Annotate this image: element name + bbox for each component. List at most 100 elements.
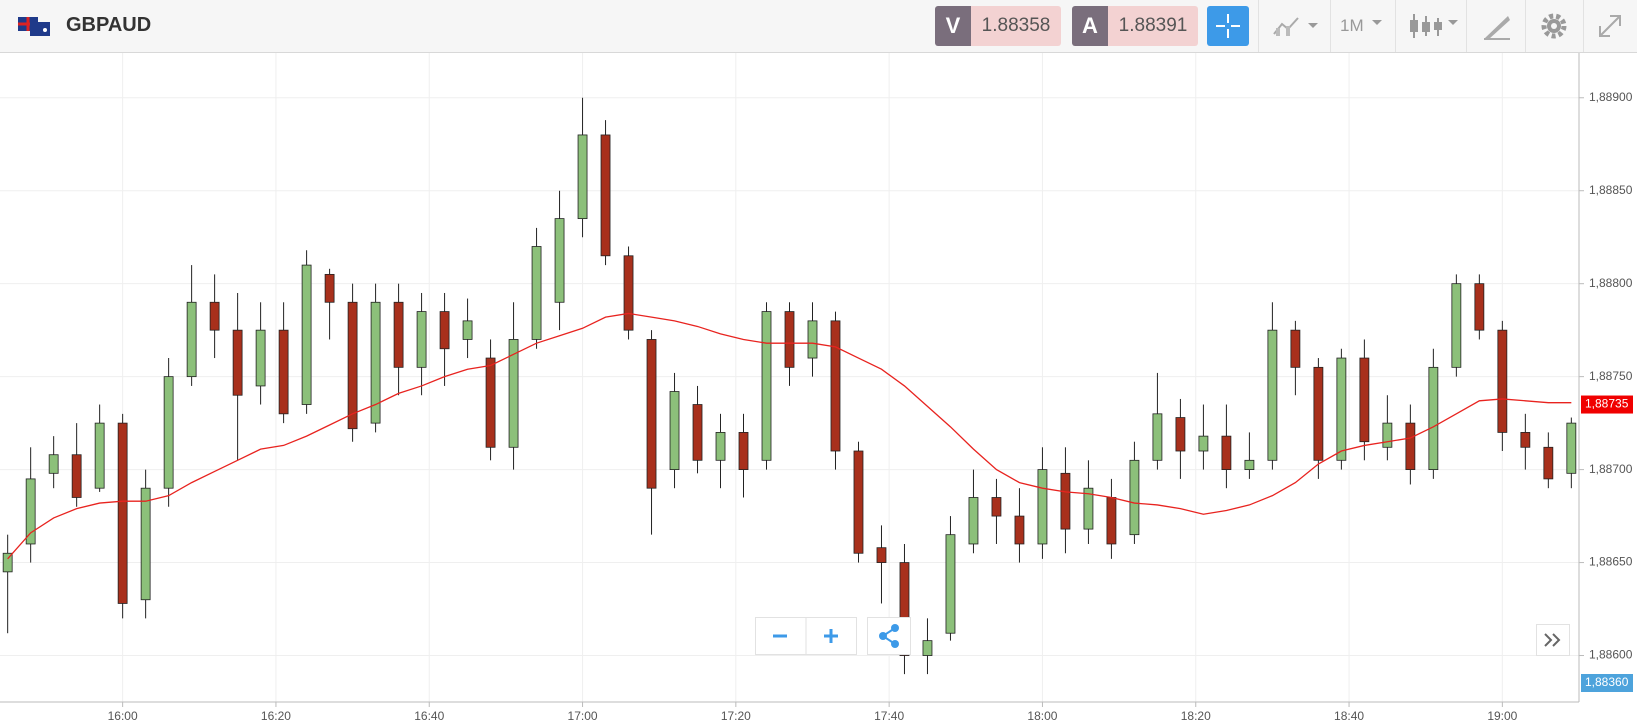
candle-body	[968, 497, 979, 545]
candle-body	[255, 329, 266, 387]
y-tick-label: 1,88600	[1589, 648, 1633, 662]
candle-body	[1451, 283, 1462, 368]
moving-average-line	[7, 312, 1572, 560]
candle-body	[1290, 329, 1301, 368]
x-tick-label: 19:00	[1487, 709, 1517, 723]
candle-body	[1520, 432, 1531, 448]
candle-body	[1244, 459, 1255, 471]
settings-button[interactable]	[1540, 12, 1568, 40]
y-tick-label: 1,88700	[1589, 462, 1633, 476]
candle-body	[1474, 283, 1485, 331]
fullscreen-button[interactable]	[1596, 12, 1624, 40]
bid-label[interactable]: V	[935, 6, 971, 46]
candle-body	[163, 376, 174, 489]
x-tick-label: 17:20	[721, 709, 751, 723]
flag-icon	[18, 17, 50, 36]
candle-body	[416, 311, 427, 368]
dropdown-arrow	[1372, 20, 1382, 25]
x-tick-label: 17:40	[874, 709, 904, 723]
candle-body	[2, 552, 13, 573]
y-tick-label: 1,88750	[1589, 369, 1633, 383]
x-tick-label: 16:20	[261, 709, 291, 723]
last-price-tag	[1581, 395, 1633, 414]
crosshair-button[interactable]	[1207, 6, 1249, 46]
candle-body	[278, 329, 289, 415]
candle-body	[324, 273, 335, 303]
x-tick-label: 16:40	[414, 709, 444, 723]
candle-body	[1060, 472, 1071, 530]
candle-body	[784, 311, 795, 368]
candle-body	[508, 339, 519, 448]
toolbar: GBPAUD V 1.88358 A 1.88391 1M	[0, 0, 1637, 53]
candle-body	[669, 391, 680, 471]
candle-body	[140, 487, 151, 601]
candle-body	[922, 640, 933, 656]
candle-body	[1129, 459, 1140, 536]
candle-body	[1336, 357, 1347, 461]
candle-body	[531, 246, 542, 340]
y-tick-label: 1,88800	[1589, 276, 1633, 290]
x-tick-label: 18:20	[1181, 709, 1211, 723]
candle-body	[462, 320, 473, 340]
candle-body	[439, 311, 450, 350]
candle-body	[600, 134, 611, 257]
candle-body	[1405, 422, 1416, 471]
candle-body	[991, 497, 1002, 517]
candle-body	[1267, 329, 1278, 461]
candle-body	[1428, 366, 1439, 471]
candle-body	[1221, 435, 1232, 471]
drawing-tools-button[interactable]	[1482, 12, 1512, 40]
candle-body	[186, 301, 197, 378]
candle-body	[807, 320, 818, 359]
candle-body	[1083, 487, 1094, 530]
y-tick-label: 1,88900	[1589, 90, 1633, 104]
x-tick-label: 18:40	[1334, 709, 1364, 723]
y-tick-label: 1,88850	[1589, 183, 1633, 197]
candle-body	[370, 301, 381, 424]
candle-body	[1382, 422, 1393, 448]
candle-body	[301, 264, 312, 405]
candle-body	[1198, 435, 1209, 452]
chart: 1,88900 1,88850 1,88800 1,88750 1,88700 1,886…	[0, 53, 1633, 723]
candle-body	[646, 339, 657, 489]
ask-price[interactable]: 1.88391	[1108, 6, 1198, 46]
candle-body	[853, 450, 864, 554]
timeframe-button[interactable]: 1M	[1340, 16, 1364, 35]
candle-body	[94, 422, 105, 489]
candle-body	[1175, 417, 1186, 452]
candle-body	[577, 134, 588, 220]
x-tick-label: 16:00	[108, 709, 138, 723]
candle-body	[1106, 497, 1117, 545]
share-button[interactable]	[867, 617, 911, 655]
candle-body	[1497, 329, 1508, 433]
candle-body	[1014, 515, 1025, 545]
bid-price-label: 1,88360	[1585, 675, 1629, 689]
candle-body	[393, 301, 404, 368]
bid-price[interactable]: 1.88358	[971, 6, 1061, 46]
symbol[interactable]: GBPAUD	[66, 14, 152, 36]
candle-body	[1359, 357, 1370, 443]
candle-body	[209, 301, 220, 331]
ask-label[interactable]: A	[1072, 6, 1108, 46]
candle-body	[71, 454, 82, 498]
candle-body	[899, 562, 910, 656]
bid-price-tag	[1581, 674, 1633, 692]
candle-body	[1152, 413, 1163, 461]
candle-body	[1313, 366, 1324, 461]
candle-body	[232, 329, 243, 396]
candle-type-button[interactable]	[1408, 12, 1460, 40]
candle-body	[48, 454, 59, 474]
candle-body	[117, 422, 128, 604]
candle-body	[830, 320, 841, 452]
candle-body	[554, 218, 565, 303]
candle-body	[1543, 446, 1554, 480]
candle-body	[738, 432, 749, 471]
scroll-right-button[interactable]	[1536, 624, 1570, 656]
last-price-label: 1,88735	[1585, 397, 1629, 411]
candle-body	[1566, 422, 1577, 474]
x-tick-label: 17:00	[568, 709, 598, 723]
candle-body	[761, 311, 772, 461]
candle-body	[945, 534, 956, 634]
candle-body	[347, 301, 358, 430]
chart-type-button[interactable]	[1272, 14, 1322, 38]
